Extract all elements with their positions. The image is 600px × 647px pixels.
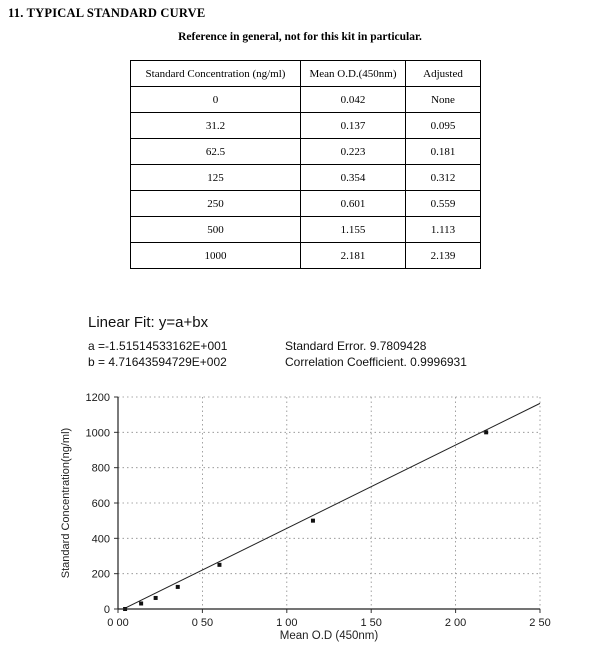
svg-text:0: 0 <box>104 604 110 616</box>
table-row: 125 0.354 0.312 <box>130 164 481 191</box>
y-axis-title: Standard Concentration(ng/ml) <box>60 427 72 579</box>
table-cell: 62.5 <box>130 138 301 165</box>
table-cell: 500 <box>130 216 301 243</box>
table-cell: 0.601 <box>300 190 406 217</box>
table-cell: 31.2 <box>130 112 301 139</box>
reference-note: Reference in general, not for this kit i… <box>178 31 422 43</box>
svg-text:1 00: 1 00 <box>276 617 297 629</box>
fit-correlation-coefficient: Correlation Coefficient. 0.9996931 <box>285 355 467 369</box>
svg-text:0 00: 0 00 <box>107 617 128 629</box>
table-cell: 1.155 <box>300 216 406 243</box>
svg-text:1200: 1200 <box>86 392 110 404</box>
table-header-concentration: Standard Concentration (ng/ml) <box>130 60 301 87</box>
svg-text:800: 800 <box>92 463 110 475</box>
table-row: 31.2 0.137 0.095 <box>130 112 481 139</box>
svg-text:0 50: 0 50 <box>192 617 213 629</box>
svg-text:1 50: 1 50 <box>360 617 381 629</box>
table-row: 250 0.601 0.559 <box>130 190 481 217</box>
table-cell: None <box>405 86 481 113</box>
table-cell: 0.312 <box>405 164 481 191</box>
svg-text:200: 200 <box>92 569 110 581</box>
table-row: 62.5 0.223 0.181 <box>130 138 481 165</box>
svg-text:400: 400 <box>92 533 110 545</box>
fit-standard-error: Standard Error. 9.7809428 <box>285 339 427 353</box>
svg-text:2 00: 2 00 <box>445 617 466 629</box>
table-row: 500 1.155 1.113 <box>130 216 481 243</box>
table-cell: 250 <box>130 190 301 217</box>
table-cell: 2.139 <box>405 242 481 269</box>
table-cell: 0.354 <box>300 164 406 191</box>
linear-fit-block: Linear Fit: y=a+bx a =-1.51514533162E+00… <box>88 314 467 370</box>
table-cell: 0.223 <box>300 138 406 165</box>
table-header-adjusted: Adjusted <box>405 60 481 87</box>
table-cell: 0.559 <box>405 190 481 217</box>
table-cell: 1000 <box>130 242 301 269</box>
standard-curve-chart: 0 00 0 50 1 00 1 50 2 00 2 50 0 200 400 600 800 100… <box>0 385 600 647</box>
table-cell: 0 <box>130 86 301 113</box>
table-header-row: Standard Concentration (ng/ml) Mean O.D.… <box>130 60 481 87</box>
table-cell: 125 <box>130 164 301 191</box>
svg-text:600: 600 <box>92 498 110 510</box>
table-cell: 0.137 <box>300 112 406 139</box>
standard-curve-table: Standard Concentration (ng/ml) Mean O.D.… <box>130 60 481 269</box>
table-cell: 0.095 <box>405 112 481 139</box>
fit-coefficient-a: a =-1.51514533162E+001 <box>88 339 228 353</box>
x-axis-title: Mean O.D (450nm) <box>279 630 379 642</box>
standard-curve-plot: 0 00 0 50 1 00 1 50 2 00 2 500200400600800100… <box>86 392 551 629</box>
svg-text:1000: 1000 <box>86 427 110 439</box>
table-cell: 1.113 <box>405 216 481 243</box>
svg-text:2 50: 2 50 <box>529 617 550 629</box>
linear-fit-title: Linear Fit: y=a+bx <box>88 314 209 331</box>
table-cell: 0.181 <box>405 138 481 165</box>
table-row: 1000 2.181 2.139 <box>130 242 481 269</box>
table-row: 0 0.042 None <box>130 86 481 113</box>
table-header-mean-od: Mean O.D.(450nm) <box>300 60 406 87</box>
fit-coefficient-b: b = 4.71643594729E+002 <box>88 355 227 369</box>
section-heading: 11. TYPICAL STANDARD CURVE <box>8 6 206 20</box>
table-cell: 2.181 <box>300 242 406 269</box>
table-cell: 0.042 <box>300 86 406 113</box>
